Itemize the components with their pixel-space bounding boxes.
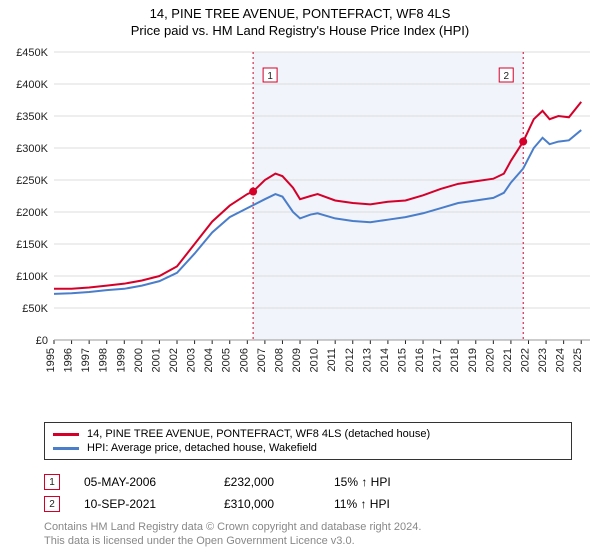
x-tick-label: 2007 [256, 348, 268, 372]
marker-table-date: 10-SEP-2021 [84, 497, 224, 511]
marker-table-pct: 11% ↑ HPI [334, 497, 454, 511]
x-tick-label: 2013 [361, 348, 373, 372]
x-tick-label: 2003 [186, 348, 198, 372]
legend-swatch [53, 447, 79, 450]
marker-table-price: £232,000 [224, 475, 334, 489]
y-tick-label: £400K [16, 79, 48, 91]
x-tick-label: 2017 [432, 348, 444, 372]
x-tick-label: 2015 [396, 348, 408, 372]
x-tick-label: 2019 [467, 348, 479, 372]
marker-table-box: 1 [44, 474, 60, 490]
y-tick-label: £100K [16, 271, 48, 283]
marker-table-pct: 15% ↑ HPI [334, 475, 454, 489]
marker-dot [249, 188, 257, 196]
titles-block: 14, PINE TREE AVENUE, PONTEFRACT, WF8 4L… [0, 0, 600, 38]
footer-attribution: Contains HM Land Registry data © Crown c… [44, 520, 421, 549]
marker-table-date: 05-MAY-2006 [84, 475, 224, 489]
x-tick-label: 2000 [133, 348, 145, 372]
legend-label: HPI: Average price, detached house, Wake… [87, 442, 317, 454]
x-tick-label: 2011 [326, 348, 338, 372]
legend-row: 14, PINE TREE AVENUE, PONTEFRACT, WF8 4L… [53, 428, 563, 440]
x-tick-label: 2010 [309, 348, 321, 372]
y-tick-label: £250K [16, 175, 48, 187]
y-tick-label: £450K [16, 47, 48, 59]
legend-row: HPI: Average price, detached house, Wake… [53, 442, 563, 454]
marker-dot [519, 138, 527, 146]
y-tick-label: £350K [16, 111, 48, 123]
x-tick-label: 2018 [449, 348, 461, 372]
x-tick-label: 1997 [80, 348, 92, 372]
legend: 14, PINE TREE AVENUE, PONTEFRACT, WF8 4L… [44, 422, 572, 460]
x-tick-label: 2021 [502, 348, 514, 372]
y-tick-label: £150K [16, 239, 48, 251]
x-tick-label: 2006 [238, 348, 250, 372]
y-tick-label: £300K [16, 143, 48, 155]
legend-label: 14, PINE TREE AVENUE, PONTEFRACT, WF8 4L… [87, 428, 430, 440]
y-tick-label: £200K [16, 207, 48, 219]
x-tick-label: 2012 [344, 348, 356, 372]
x-tick-label: 1999 [115, 348, 127, 372]
marker-table-box: 2 [44, 496, 60, 512]
x-tick-label: 1998 [98, 348, 110, 372]
x-tick-label: 2001 [150, 348, 162, 372]
markers-table: 1 05-MAY-2006£232,00015% ↑ HPI 2 10-SEP-202… [44, 472, 454, 516]
subtitle: Price paid vs. HM Land Registry's House … [0, 23, 600, 38]
x-tick-label: 2024 [555, 348, 567, 372]
x-tick-label: 2002 [168, 348, 180, 372]
footer-line-2: This data is licensed under the Open Gov… [44, 534, 421, 548]
x-tick-label: 2005 [221, 348, 233, 372]
x-tick-label: 2023 [537, 348, 549, 372]
x-tick-label: 2025 [572, 348, 584, 372]
x-tick-label: 2009 [291, 348, 303, 372]
main-title: 14, PINE TREE AVENUE, PONTEFRACT, WF8 4L… [0, 6, 600, 21]
marker-table-price: £310,000 [224, 497, 334, 511]
x-tick-label: 2022 [519, 348, 531, 372]
shaded-band [253, 52, 523, 340]
marker-table-row: 2 10-SEP-2021£310,00011% ↑ HPI [44, 494, 454, 514]
legend-swatch [53, 433, 79, 436]
chart-container: £0 £50K £100K £150K £200K £250K £300K £350K £400… [0, 46, 600, 414]
x-tick-label: 1996 [63, 348, 75, 372]
x-tick-label: 2016 [414, 348, 426, 372]
footer-line-1: Contains HM Land Registry data © Crown c… [44, 520, 421, 534]
x-tick-label: 2004 [203, 348, 215, 372]
marker-box-number: 2 [503, 71, 509, 82]
marker-table-row: 1 05-MAY-2006£232,00015% ↑ HPI [44, 472, 454, 492]
chart-page: { "titles":{ "main":"14, PINE TREE AVENU… [0, 0, 600, 560]
y-tick-label: £0 [36, 335, 48, 347]
x-tick-label: 2014 [379, 348, 391, 372]
marker-box-number: 1 [267, 71, 273, 82]
x-tick-label: 2008 [273, 348, 285, 372]
x-tick-label: 2020 [484, 348, 496, 372]
y-tick-label: £50K [22, 303, 48, 315]
x-tick-label: 1995 [45, 348, 57, 372]
chart-svg: £0 £50K £100K £150K £200K £250K £300K £350K £400… [0, 46, 600, 414]
